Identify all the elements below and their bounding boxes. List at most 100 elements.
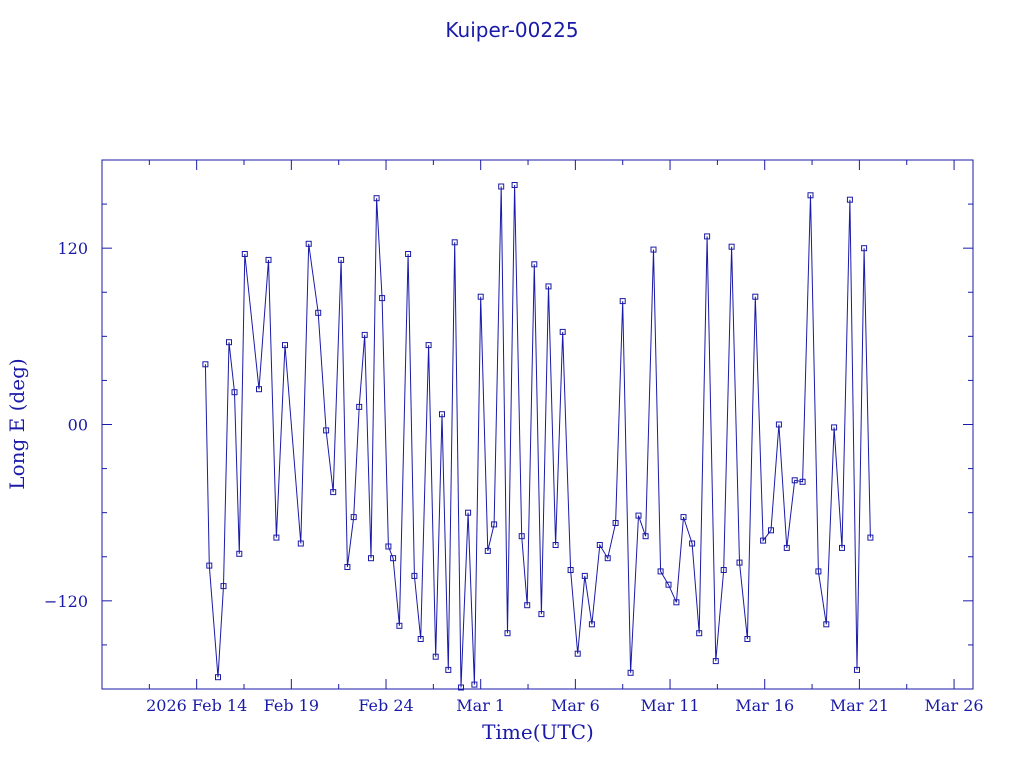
data-point	[673, 599, 680, 606]
data-point	[744, 636, 751, 642]
data-point	[432, 653, 439, 660]
data-series-line	[204, 184, 871, 688]
data-point	[273, 534, 280, 541]
data-point	[657, 568, 664, 575]
data-point	[752, 293, 759, 300]
data-point	[504, 630, 511, 637]
y-tick-label: 120	[57, 239, 88, 258]
data-point	[775, 421, 782, 428]
data-point	[511, 182, 518, 188]
data-point	[305, 240, 312, 247]
data-point	[635, 512, 642, 519]
data-point	[760, 537, 767, 544]
data-point	[315, 309, 322, 316]
data-point	[368, 555, 374, 562]
data-point	[206, 562, 213, 569]
data-point	[390, 555, 397, 562]
data-point	[545, 283, 552, 290]
data-point	[531, 261, 538, 268]
data-point	[471, 681, 478, 688]
data-point	[373, 195, 380, 202]
data-point	[330, 489, 337, 496]
y-axis-label: Long E (deg)	[5, 358, 29, 489]
data-point	[596, 542, 603, 548]
data-point	[405, 251, 412, 257]
y-tick-label: 00	[68, 416, 88, 435]
data-point	[411, 572, 418, 579]
data-point	[425, 342, 432, 349]
x-tick-label: Mar 11	[641, 696, 700, 715]
data-point	[768, 527, 774, 534]
data-point	[567, 567, 574, 573]
x-tick-label: Mar 16	[735, 696, 794, 715]
chart-title: Kuiper-00225	[445, 18, 578, 42]
x-tick-label: 2026 Feb 14	[146, 696, 247, 715]
data-point	[215, 674, 221, 681]
data-point	[831, 424, 838, 431]
series-line	[204, 184, 871, 688]
data-point	[867, 534, 874, 541]
data-point	[559, 328, 566, 335]
data-point	[846, 196, 853, 203]
data-point	[712, 658, 719, 665]
x-tick-label: Mar 21	[830, 696, 889, 715]
data-point	[783, 544, 790, 551]
y-axis-ticks: 120 00 −120	[44, 159, 973, 690]
data-point	[612, 520, 619, 526]
data-point	[650, 246, 657, 253]
data-point	[627, 669, 634, 676]
data-point	[396, 622, 403, 629]
data-point	[524, 602, 531, 609]
data-point	[491, 521, 498, 528]
data-point	[236, 550, 243, 557]
x-axis-ticks: 2026 Feb 14 Feb 19 Feb 24 Mar 1 Mar 6 Mar 11 M…	[101, 160, 984, 715]
x-tick-label: Mar 26	[925, 696, 984, 715]
data-point	[791, 477, 798, 484]
data-point	[265, 256, 272, 263]
data-point	[604, 555, 611, 562]
x-tick-label: Feb 19	[264, 696, 319, 715]
data-point	[518, 533, 525, 540]
data-points	[202, 182, 874, 691]
x-tick-label: Mar 1	[456, 696, 505, 715]
data-point	[799, 478, 806, 485]
x-tick-label: Feb 24	[358, 696, 413, 715]
data-point	[728, 243, 735, 250]
data-point	[538, 611, 545, 618]
data-point	[465, 509, 472, 516]
data-point	[256, 386, 262, 393]
data-point	[439, 411, 445, 418]
data-point	[231, 389, 238, 396]
data-point	[696, 630, 703, 637]
data-point	[498, 183, 505, 190]
data-point	[680, 514, 687, 521]
data-point	[839, 544, 845, 551]
data-point	[619, 298, 626, 305]
data-point	[484, 547, 491, 554]
data-point	[642, 533, 649, 540]
data-point	[282, 342, 288, 349]
data-point	[720, 567, 727, 573]
data-point	[704, 233, 711, 240]
data-point	[815, 568, 822, 575]
data-point	[689, 540, 696, 547]
data-point	[241, 251, 248, 257]
data-point	[379, 295, 386, 302]
x-axis-label: Time(UTC)	[482, 720, 594, 744]
data-point	[451, 239, 458, 246]
data-point	[736, 559, 743, 566]
data-point	[344, 564, 351, 570]
data-point	[220, 583, 227, 590]
data-point	[854, 666, 860, 673]
y-tick-label: −120	[44, 592, 88, 611]
data-point	[202, 361, 209, 368]
data-point	[417, 636, 424, 642]
data-point	[807, 192, 814, 199]
data-point	[338, 256, 345, 263]
data-point	[361, 331, 368, 338]
data-point	[445, 666, 452, 673]
data-point	[581, 572, 588, 579]
x-tick-label: Mar 6	[551, 696, 600, 715]
data-point	[297, 540, 304, 547]
